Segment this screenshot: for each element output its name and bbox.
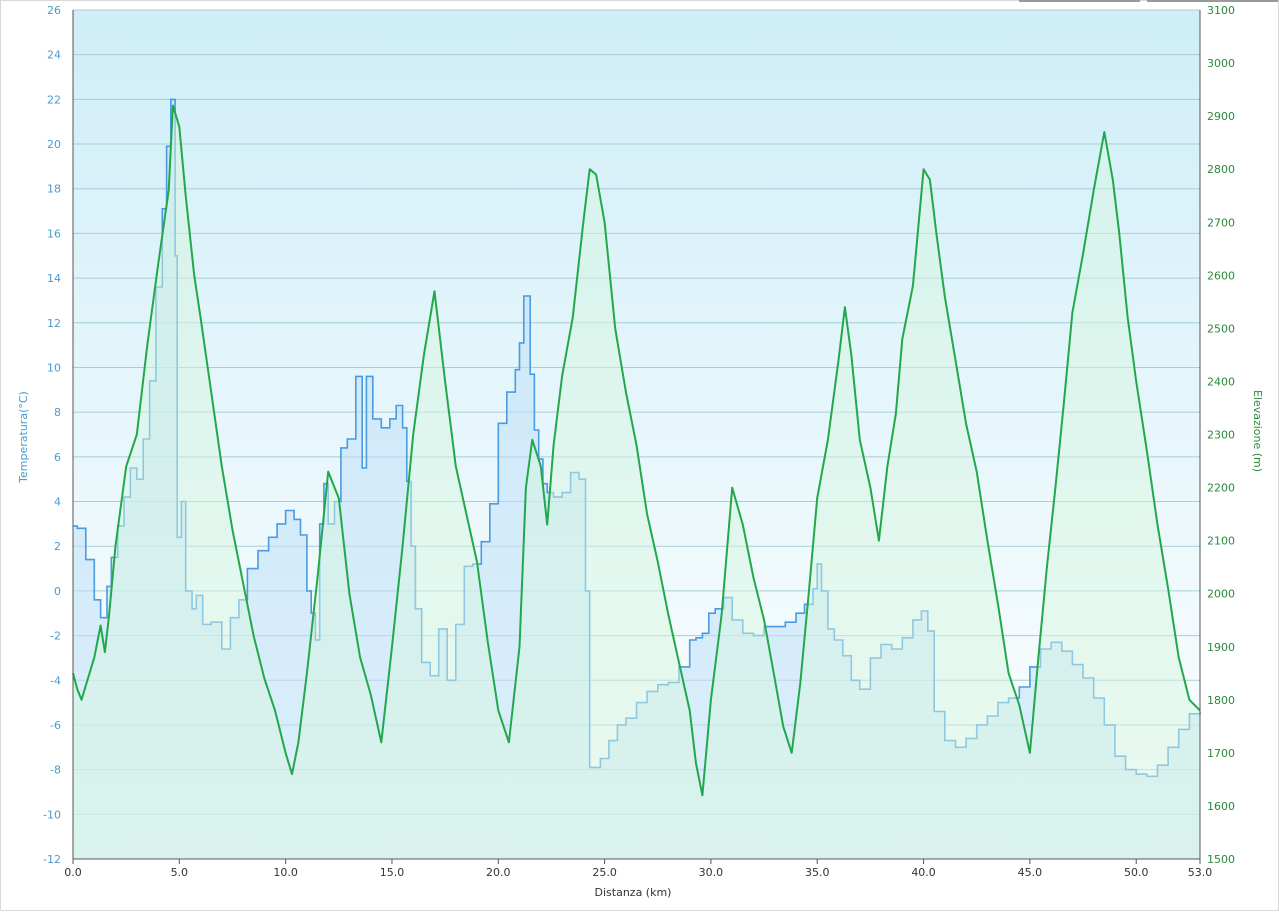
left-tick-label: -2 <box>50 630 61 643</box>
left-tick-label: -12 <box>43 853 61 866</box>
x-tick-label: 20.0 <box>486 866 511 879</box>
right-tick-label: 2100 <box>1207 535 1235 548</box>
right-tick-label: 1900 <box>1207 641 1235 654</box>
left-tick-label: 12 <box>47 317 61 330</box>
right-tick-label: 1800 <box>1207 694 1235 707</box>
left-tick-label: 6 <box>54 451 61 464</box>
left-tick-label: 14 <box>47 272 61 285</box>
left-tick-label: 8 <box>54 406 61 419</box>
x-tick-label: 35.0 <box>805 866 830 879</box>
left-tick-label: 16 <box>47 227 61 240</box>
x-tick-label: 40.0 <box>911 866 936 879</box>
right-axis-label: Elevazione (m) <box>1251 390 1264 472</box>
right-tick-label: 3100 <box>1207 4 1235 17</box>
right-axis-ticks: 1500 1600 1700 1800 1900 2000 2100 2200 2300 2400… <box>1207 4 1235 866</box>
x-tick-label: 15.0 <box>380 866 405 879</box>
right-tick-label: 1700 <box>1207 747 1235 760</box>
left-tick-label: 24 <box>47 49 61 62</box>
top-control-tab[interactable] <box>1019 0 1140 2</box>
left-tick-label: 26 <box>47 4 61 17</box>
right-tick-label: 2600 <box>1207 269 1235 282</box>
left-tick-label: -4 <box>50 674 61 687</box>
x-tick-label: 25.0 <box>592 866 617 879</box>
right-tick-label: 2000 <box>1207 588 1235 601</box>
left-tick-label: 22 <box>47 93 61 106</box>
right-tick-label: 2500 <box>1207 322 1235 335</box>
left-tick-label: 4 <box>54 496 61 509</box>
left-tick-label: -10 <box>43 808 61 821</box>
right-tick-label: 2800 <box>1207 163 1235 176</box>
left-tick-label: 0 <box>54 585 61 598</box>
left-tick-label: 20 <box>47 138 61 151</box>
right-tick-label: 2300 <box>1207 429 1235 442</box>
right-tick-label: 2400 <box>1207 375 1235 388</box>
x-axis-label: Distanza (km) <box>595 886 672 899</box>
elevation-line <box>72 104 1201 797</box>
elevation-series <box>72 104 1201 859</box>
x-tick-label: 0.0 <box>64 866 82 879</box>
x-tick-label: 53.0 <box>1188 866 1213 879</box>
left-axis-label: Temperatura(°C) <box>17 391 30 484</box>
right-tick-label: 2200 <box>1207 482 1235 495</box>
right-tick-label: 1500 <box>1207 853 1235 866</box>
right-tick-label: 1600 <box>1207 800 1235 813</box>
left-tick-label: -6 <box>50 719 61 732</box>
right-tick-label: 2700 <box>1207 216 1235 229</box>
right-tick-label: 2900 <box>1207 110 1235 123</box>
x-tick-label: 50.0 <box>1124 866 1149 879</box>
left-tick-label: 2 <box>54 540 61 553</box>
left-tick-label: 10 <box>47 361 61 374</box>
x-tick-label: 30.0 <box>699 866 724 879</box>
right-tick-label: 3000 <box>1207 57 1235 70</box>
axes <box>72 10 1201 860</box>
x-tick-label: 45.0 <box>1018 866 1043 879</box>
left-tick-label: -8 <box>50 764 61 777</box>
left-tick-label: 18 <box>47 183 61 196</box>
x-tick-label: 5.0 <box>171 866 189 879</box>
x-tick-label: 10.0 <box>273 866 298 879</box>
top-control-tab[interactable] <box>1147 0 1278 2</box>
elevation-area <box>73 105 1200 859</box>
x-axis-ticks: 0.0 5.0 10.0 15.0 20.0 25.0 30.0 35.0 40.0 45.0 50… <box>64 859 1212 879</box>
